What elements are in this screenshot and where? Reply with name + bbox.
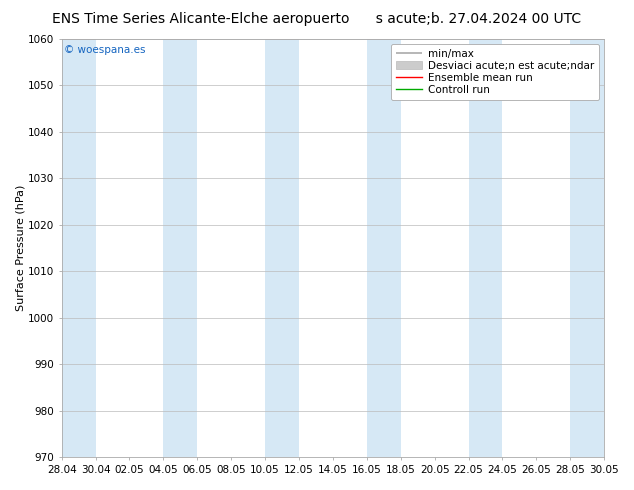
Bar — [570, 39, 604, 457]
Bar — [164, 39, 197, 457]
Y-axis label: Surface Pressure (hPa): Surface Pressure (hPa) — [15, 185, 25, 311]
Bar — [265, 39, 299, 457]
Text: ENS Time Series Alicante-Elche aeropuerto      s acute;b. 27.04.2024 00 UTC: ENS Time Series Alicante-Elche aeropuert… — [53, 12, 581, 26]
Bar — [469, 39, 503, 457]
Legend: min/max, Desviaci acute;n est acute;ndar, Ensemble mean run, Controll run: min/max, Desviaci acute;n est acute;ndar… — [391, 44, 599, 100]
Bar — [61, 39, 96, 457]
Text: © woespana.es: © woespana.es — [65, 45, 146, 55]
Bar — [367, 39, 401, 457]
